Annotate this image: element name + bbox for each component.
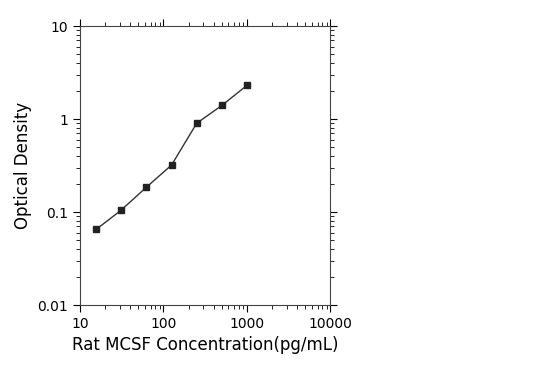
X-axis label: Rat MCSF Concentration(pg/mL): Rat MCSF Concentration(pg/mL): [72, 336, 338, 355]
Y-axis label: Optical Density: Optical Density: [14, 102, 32, 229]
